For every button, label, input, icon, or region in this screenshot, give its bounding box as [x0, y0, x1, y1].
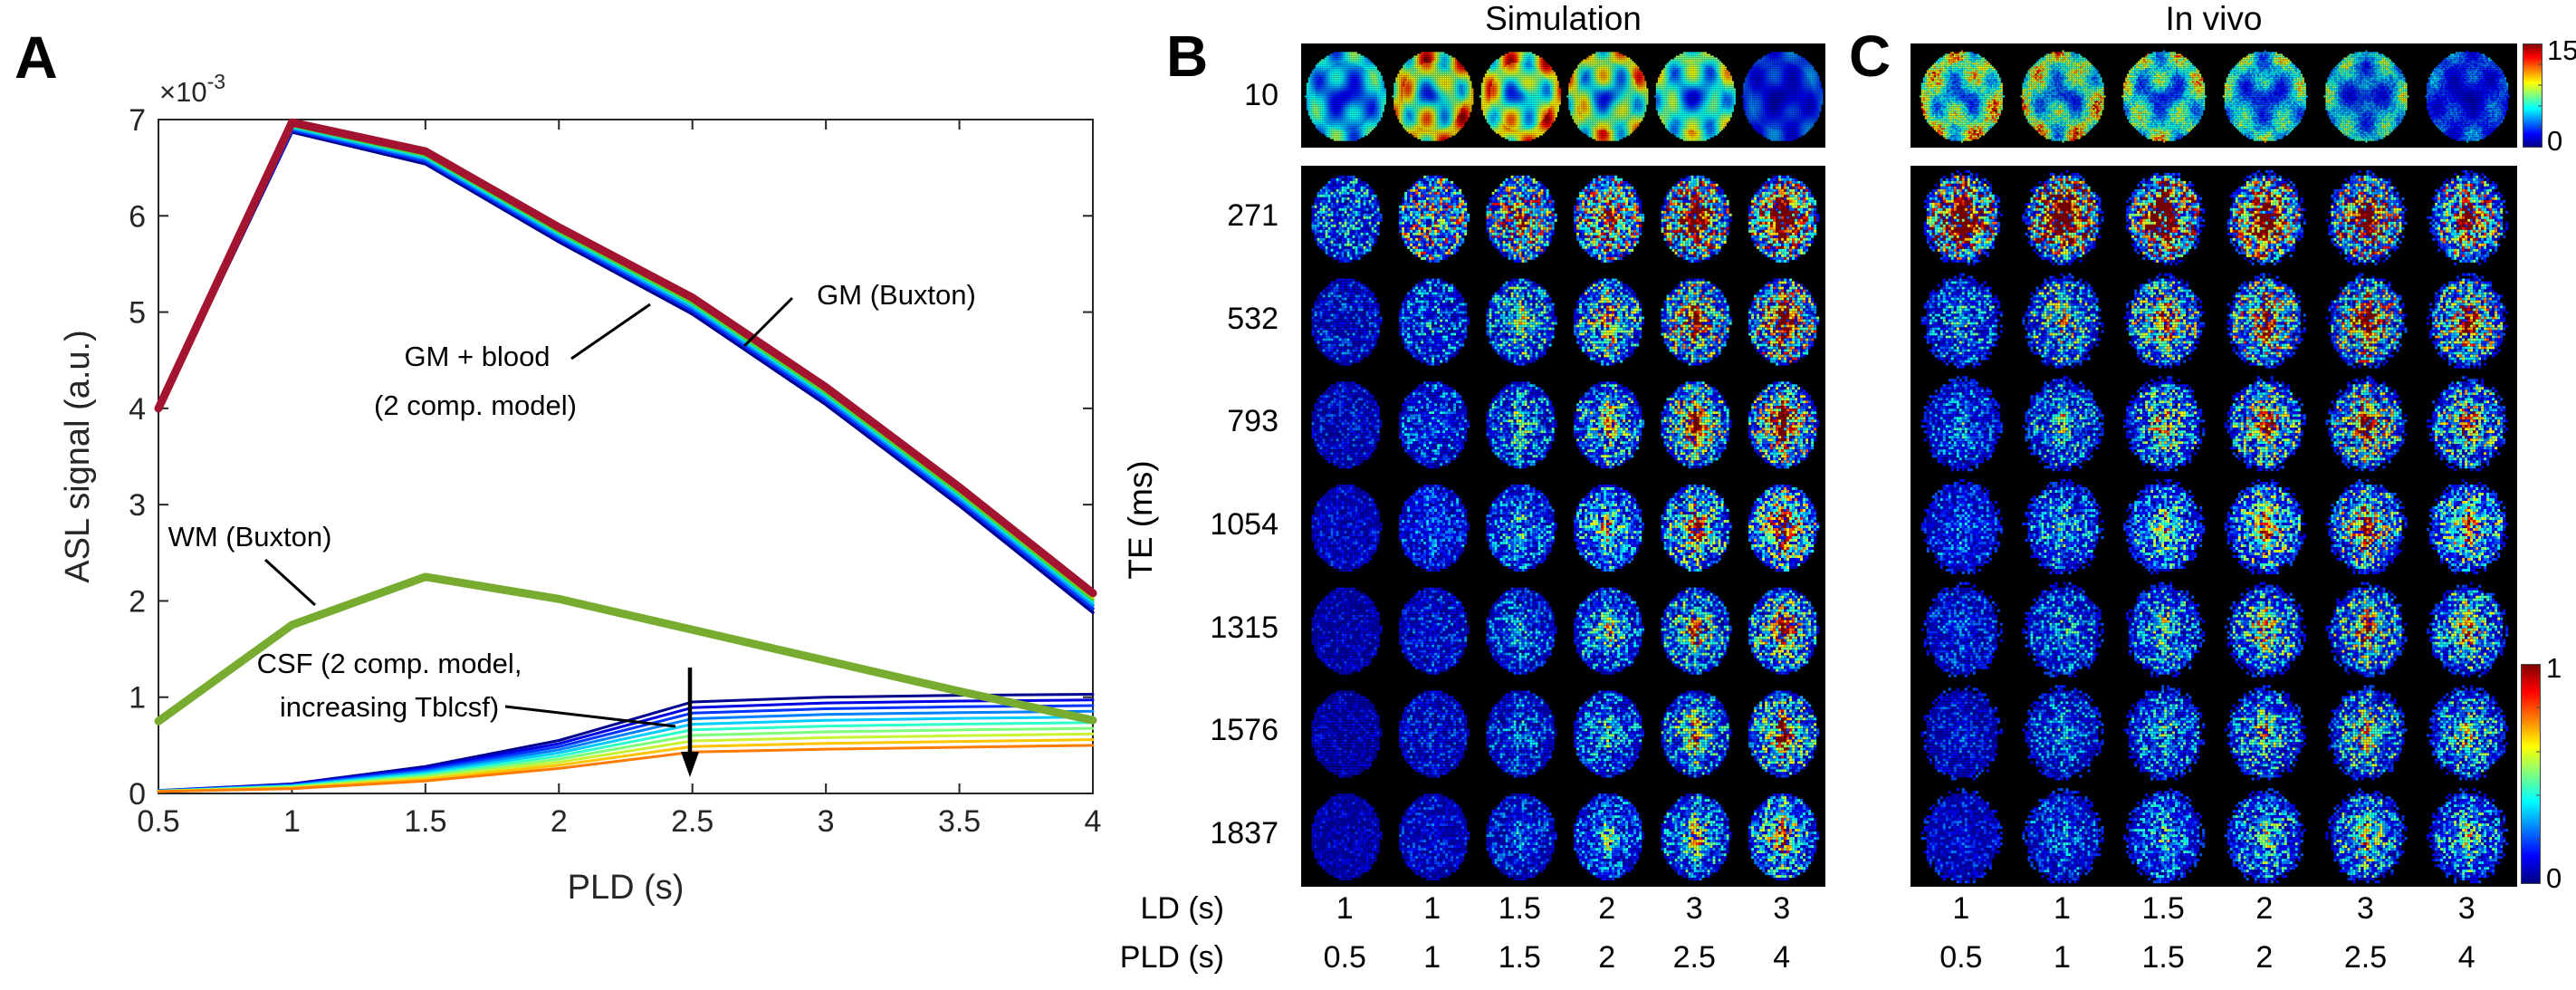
pld-value-b-4: 2.5: [1672, 940, 1716, 975]
ld-value-c-1: 1: [2054, 891, 2071, 926]
pld-value-b-5: 4: [1773, 940, 1791, 975]
annotation-gm-blood-pointer: [570, 303, 651, 360]
x-tick-label: 1: [283, 804, 301, 839]
panel-a-chart: 0.5 1 1.5 2 2.5 3 3.5 4 0 1 2 3 4 5 6 7 A ×10-3 PLD (s)…: [14, 24, 1101, 907]
pld-value-c-2: 1.5: [2141, 940, 2185, 975]
y-exponent-label: ×10-3: [159, 70, 225, 108]
annotation-gm-blood-line1: GM + blood: [404, 341, 550, 372]
y-tick-label: 4: [129, 392, 146, 427]
colorbar-bottom-max-label: 1: [2546, 652, 2562, 684]
ld-value-c-3: 2: [2255, 891, 2274, 926]
annotation-gm-blood-line2: (2 comp. model): [374, 389, 577, 421]
ld-value-c-2: 1.5: [2141, 891, 2185, 926]
annotation-wm-buxton: WM (Buxton): [168, 521, 332, 553]
ld-value-b-1: 1: [1423, 891, 1441, 926]
annotation-csf-pointer: [504, 705, 676, 728]
te-value-strip: 10: [1244, 78, 1278, 112]
csf-increase-arrow: [681, 668, 699, 777]
y-tick-label: 1: [129, 681, 146, 716]
csf-curve: [157, 744, 1095, 793]
annotation-csf-line1: CSF (2 comp. model,: [257, 648, 522, 679]
panel-b-title: Simulation: [1485, 0, 1642, 37]
x-axis-label: PLD (s): [568, 869, 685, 907]
x-tick-label: 2.5: [671, 804, 713, 839]
plot-axes: 0.5 1 1.5 2 2.5 3 3.5 4 0 1 2 3 4 5 6 7: [129, 103, 1101, 839]
colorbar-top-min-label: 0: [2547, 125, 2563, 157]
panel-a-letter: A: [14, 24, 58, 91]
colorbar-bottom-min-label: 0: [2546, 862, 2562, 894]
te-value-1837: 1837: [1210, 816, 1278, 851]
y-tick-label: 0: [129, 777, 146, 812]
y-tick-label: 2: [129, 584, 146, 619]
y-tick-label: 5: [129, 296, 146, 331]
gm-blood-curve: [157, 128, 1095, 610]
csf-curve: [157, 716, 1095, 793]
x-tick-label: 3.5: [938, 804, 981, 839]
x-tick-label: 0.5: [137, 804, 179, 839]
annotation-csf-line2: increasing Tblcsf): [280, 691, 499, 723]
panel-b-letter: B: [1166, 24, 1208, 89]
panel-c-title: In vivo: [2165, 0, 2263, 37]
ld-row-label: LD (s): [1140, 891, 1224, 926]
wm-curve: [154, 572, 1097, 726]
ld-value-b-5: 3: [1773, 891, 1791, 926]
pld-value-c-0: 0.5: [1939, 940, 1983, 975]
ld-value-b-2: 1.5: [1498, 891, 1541, 926]
axes-box: [158, 119, 1094, 794]
te-value-1576: 1576: [1210, 713, 1278, 748]
te-value-1054: 1054: [1210, 507, 1278, 542]
plot-curves: [154, 118, 1097, 793]
ld-value-c-5: 3: [2457, 891, 2475, 926]
x-tick-label: 4: [1085, 804, 1102, 839]
te-value-1315: 1315: [1210, 610, 1278, 645]
colorbar-top: [2523, 43, 2542, 148]
te-value-793: 793: [1227, 404, 1278, 439]
panel-c-letter: C: [1849, 24, 1891, 89]
pld-value-c-1: 1: [2054, 940, 2071, 975]
annotation-gm-buxton-pointer: [742, 296, 794, 348]
annotation-gm-buxton: GM (Buxton): [817, 279, 976, 311]
te-value-271: 271: [1227, 197, 1278, 233]
pld-value-b-3: 2: [1598, 940, 1616, 975]
gm-blood-curve: [157, 130, 1095, 614]
ld-value-b-0: 1: [1336, 891, 1354, 926]
ld-value-b-4: 3: [1685, 891, 1703, 926]
ld-value-c-0: 1: [1952, 891, 1970, 926]
colorbar-top-max-label: 15: [2547, 34, 2576, 66]
pld-row-label: PLD (s): [1119, 940, 1224, 975]
pld-value-b-2: 1.5: [1498, 940, 1541, 975]
pld-value-c-5: 4: [2457, 940, 2475, 975]
invivo-strip-te10-images: [1910, 43, 2517, 148]
y-tick-label: 7: [129, 103, 146, 138]
te-value-532: 532: [1227, 301, 1278, 336]
simulation-image-grid: [1301, 166, 1825, 887]
x-tick-label: 2: [551, 804, 568, 839]
invivo-image-grid: [1910, 166, 2517, 887]
pld-value-b-0: 0.5: [1323, 940, 1366, 975]
ld-value-b-3: 2: [1598, 891, 1616, 926]
pld-value-c-4: 2.5: [2343, 940, 2388, 975]
y-tick-label: 6: [129, 199, 146, 234]
y-tick-label: 3: [129, 488, 146, 523]
gm-curve: [154, 118, 1097, 598]
simulation-strip-te10-images: [1301, 43, 1825, 148]
colorbar-bottom: [2521, 664, 2541, 884]
annotation-wm-buxton-pointer: [263, 558, 317, 607]
ld-value-c-4: 3: [2357, 891, 2374, 926]
x-tick-label: 3: [818, 804, 835, 839]
pld-value-b-1: 1: [1423, 940, 1441, 975]
y-axis-label: ASL signal (a.u.): [59, 330, 97, 583]
x-tick-label: 1.5: [404, 804, 446, 839]
pld-value-c-3: 2: [2255, 940, 2274, 975]
